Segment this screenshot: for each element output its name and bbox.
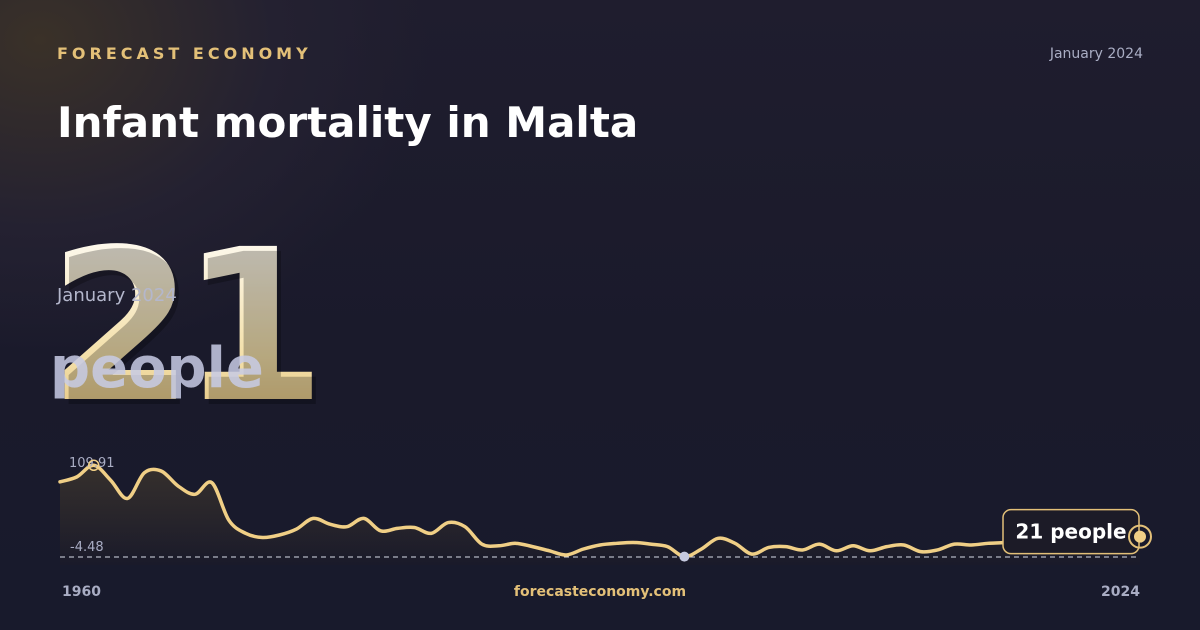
data-point-1982 [429, 531, 433, 535]
data-point-1983 [446, 521, 450, 525]
min-marker [679, 551, 690, 562]
data-point-1976 [328, 522, 332, 526]
series-area-fill [60, 465, 1140, 565]
latest-point-marker [1134, 530, 1146, 543]
data-point-1975 [311, 516, 315, 520]
data-point-1960 [58, 480, 62, 484]
data-point-1995 [649, 542, 653, 546]
data-point-1978 [362, 516, 366, 520]
min-value-label: -4.48 [70, 540, 104, 555]
data-point-2011 [919, 550, 923, 554]
data-point-1987 [514, 541, 518, 545]
max-marker [88, 459, 100, 471]
data-point-2006 [834, 549, 838, 553]
data-point-1973 [277, 533, 281, 537]
max-value-label: 109.91 [69, 456, 115, 471]
hero-value: 21 [48, 204, 326, 449]
data-point-1984 [463, 525, 467, 529]
data-point-1989 [547, 549, 551, 553]
data-point-2010 [902, 543, 906, 547]
site-url: forecasteconomy.com [513, 584, 687, 600]
data-point-2015 [986, 541, 990, 545]
brand-label: FORECAST ECONOMY [57, 44, 312, 63]
data-point-1992 [598, 543, 602, 547]
data-point-1966 [159, 469, 163, 473]
latest-point-ring [1128, 524, 1152, 549]
data-point-1981 [412, 526, 416, 530]
data-point-1967 [176, 484, 180, 488]
data-point-1994 [632, 540, 636, 544]
data-point-1963 [109, 478, 113, 482]
data-point-1974 [294, 527, 298, 531]
data-point-2012 [936, 548, 940, 552]
hero-unit: people [50, 336, 264, 401]
page-title: Infant mortality in Malta [57, 98, 639, 147]
data-point-1979 [379, 529, 383, 533]
data-point-2013 [952, 542, 956, 546]
data-point-2001 [750, 552, 754, 556]
latest-value-text: 21 people [1015, 520, 1126, 544]
data-point-1964 [126, 496, 130, 500]
data-point-1972 [261, 536, 265, 540]
data-point-1985 [480, 542, 484, 546]
data-point-2009 [885, 545, 889, 549]
data-point-1965 [142, 471, 146, 475]
data-point-1968 [193, 492, 197, 496]
data-point-1991 [581, 547, 585, 551]
data-point-2002 [767, 545, 771, 549]
data-point-1996 [666, 545, 670, 549]
data-point-2008 [868, 549, 872, 553]
data-point-1980 [396, 526, 400, 530]
data-point-2005 [817, 542, 821, 546]
data-point-1986 [497, 544, 501, 548]
header-date: January 2024 [1049, 46, 1143, 62]
series-line [58, 463, 1142, 559]
data-point-1988 [531, 545, 535, 549]
data-point-1969 [210, 481, 214, 485]
data-point-1999 [716, 536, 720, 540]
data-point-1990 [564, 553, 568, 557]
data-point-2000 [733, 541, 737, 545]
data-point-1998 [699, 547, 703, 551]
data-point-2007 [851, 544, 855, 548]
data-point-1977 [345, 525, 349, 529]
data-point-2014 [969, 543, 973, 547]
data-point-2003 [784, 545, 788, 549]
data-point-2004 [801, 548, 805, 552]
data-point-1993 [615, 541, 619, 545]
hero-date: January 2024 [57, 285, 177, 306]
x-axis-start-label: 1960 [62, 584, 101, 600]
data-point-1961 [75, 475, 79, 479]
x-axis-end-label: 2024 [1101, 584, 1140, 600]
data-point-1971 [244, 531, 248, 535]
data-point-1970 [227, 518, 231, 522]
